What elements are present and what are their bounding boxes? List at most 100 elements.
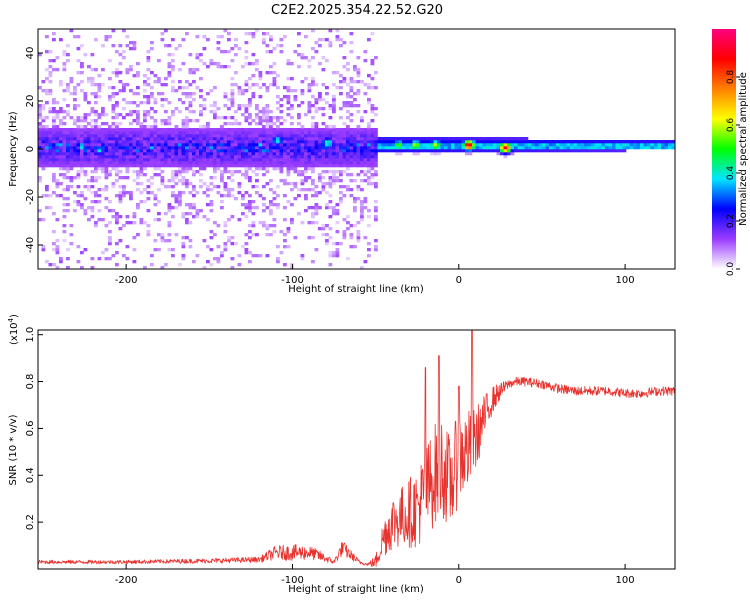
heatmap-cell [55, 56, 60, 60]
heatmap-cell [66, 161, 70, 165]
heatmap-cell [125, 158, 130, 162]
heatmap-cell [136, 140, 140, 144]
heatmap-cell [584, 149, 588, 153]
heatmap-cell [69, 152, 74, 156]
heatmap-cell [59, 80, 63, 84]
heatmap-cell [335, 143, 340, 147]
heatmap-cell [241, 104, 245, 108]
heatmap-cell [52, 149, 56, 153]
heatmap-cell [370, 59, 375, 63]
heatmap-cell [52, 125, 56, 129]
heatmap-cell [251, 128, 256, 132]
heatmap-cell [115, 155, 119, 159]
heatmap-cell [220, 179, 224, 183]
heatmap-cell [384, 146, 389, 150]
heatmap-cell [41, 134, 46, 138]
heatmap-cell [209, 263, 214, 267]
heatmap-cell [160, 152, 165, 156]
heatmap-cell [188, 110, 193, 114]
heatmap-cell [94, 143, 98, 147]
heatmap-cell [381, 143, 385, 147]
heatmap-cell [125, 155, 130, 159]
heatmap-cell [153, 98, 158, 102]
heatmap-cell [286, 89, 291, 93]
heatmap-cell [591, 140, 595, 144]
heatmap-cell [66, 110, 70, 114]
heatmap-cell [657, 140, 662, 144]
heatmap-cell [241, 194, 245, 198]
heatmap-cell [248, 179, 252, 183]
heatmap-cell [272, 218, 277, 222]
heatmap-cell [241, 131, 245, 135]
heatmap-cell [251, 224, 256, 228]
heatmap-cell [48, 92, 53, 96]
heatmap-cell [269, 146, 273, 150]
heatmap-cell [41, 167, 46, 171]
heatmap-cell [290, 218, 294, 222]
heatmap-cell [374, 239, 378, 243]
heatmap-cell [195, 161, 200, 165]
heatmap-cell [153, 128, 158, 132]
heatmap-cell [573, 149, 578, 153]
heatmap-cell [171, 146, 175, 150]
heatmap-cell [202, 131, 207, 135]
heatmap-cell [258, 122, 263, 126]
heatmap-cell [307, 206, 312, 210]
heatmap-cell [255, 107, 259, 111]
heatmap-cell [122, 86, 126, 90]
heatmap-cell [171, 128, 175, 132]
heatmap-cell [69, 143, 74, 147]
heatmap-cell [521, 137, 525, 141]
heatmap-cell [349, 89, 354, 93]
heatmap-cell [185, 86, 189, 90]
heatmap-cell [230, 257, 235, 261]
heatmap-cell [328, 200, 333, 204]
heatmap-cell [45, 155, 49, 159]
heatmap-cell [318, 146, 322, 150]
heatmap-cell [153, 203, 158, 207]
heatmap-cell [136, 113, 140, 117]
heatmap-cell [223, 167, 228, 171]
heatmap-cell [69, 158, 74, 162]
heatmap-cell [195, 140, 200, 144]
heatmap-cell [223, 155, 228, 159]
heatmap-cell [318, 227, 322, 231]
heatmap-cell [300, 254, 305, 258]
heatmap-cell [314, 110, 319, 114]
heatmap-cell [437, 149, 441, 153]
heatmap-cell [517, 149, 522, 153]
heatmap-cell [339, 158, 343, 162]
heatmap-cell [248, 206, 252, 210]
heatmap-cell [97, 140, 102, 144]
heatmap-cell [185, 179, 189, 183]
heatmap-cell [244, 242, 249, 246]
heatmap-cell [265, 206, 270, 210]
heatmap-cell [314, 194, 319, 198]
heatmap-cell [248, 176, 252, 180]
heatmap-cell [213, 110, 217, 114]
heatmap-cell [493, 143, 497, 147]
heatmap-cell [146, 143, 151, 147]
heatmap-cell [332, 134, 336, 138]
heatmap-cell [258, 155, 263, 159]
heatmap-cell [325, 242, 329, 246]
heatmap-cell [307, 167, 312, 171]
heatmap-cell [475, 143, 480, 147]
heatmap-cell [486, 146, 490, 150]
heatmap-cell [598, 149, 602, 153]
heatmap-cell [227, 218, 231, 222]
heatmap-cell [374, 209, 378, 213]
heatmap-cell [272, 71, 277, 75]
heatmap-cell [437, 140, 441, 144]
heatmap-cell [269, 155, 273, 159]
heatmap-cell [339, 173, 343, 177]
snr-frame [37, 329, 676, 570]
heatmap-cell [230, 143, 235, 147]
heatmap-cell [363, 173, 368, 177]
heatmap-cell [251, 170, 256, 174]
heatmap-cell [318, 191, 322, 195]
heatmap-cell [290, 128, 294, 132]
heatmap-cell [262, 41, 266, 45]
heatmap-cell [293, 146, 298, 150]
heatmap-cell [220, 176, 224, 180]
